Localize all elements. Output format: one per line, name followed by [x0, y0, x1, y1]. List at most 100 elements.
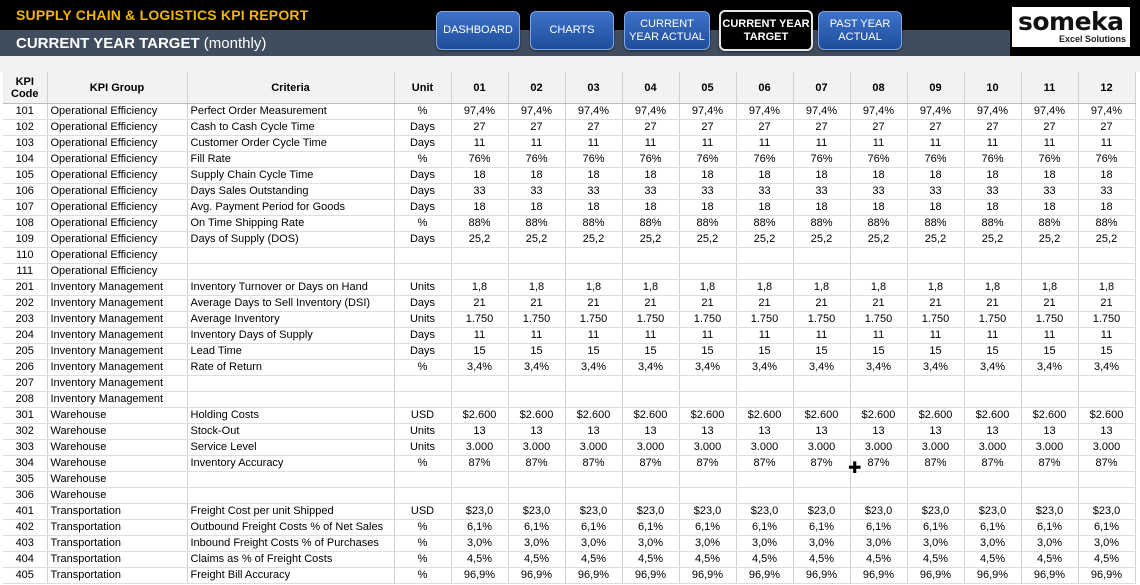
- kpi-group-cell[interactable]: Warehouse: [47, 407, 188, 424]
- month-value-cell[interactable]: [736, 247, 794, 264]
- month-value-cell[interactable]: 1.750: [451, 311, 509, 328]
- month-value-cell[interactable]: 13: [1078, 423, 1136, 440]
- month-value-cell[interactable]: $2.600: [1021, 407, 1079, 424]
- month-value-cell[interactable]: 18: [964, 199, 1022, 216]
- month-value-cell[interactable]: 1.750: [793, 311, 851, 328]
- kpi-group-cell[interactable]: Warehouse: [47, 471, 188, 488]
- month-value-cell[interactable]: [679, 471, 737, 488]
- month-value-cell[interactable]: 1.750: [679, 311, 737, 328]
- month-value-cell[interactable]: 3,4%: [964, 359, 1022, 376]
- month-value-cell[interactable]: [907, 487, 965, 504]
- month-value-cell[interactable]: 4,5%: [1078, 551, 1136, 568]
- month-value-cell[interactable]: 3.000: [679, 439, 737, 456]
- unit-cell[interactable]: Units: [394, 423, 452, 440]
- month-value-cell[interactable]: 88%: [1021, 215, 1079, 232]
- month-value-cell[interactable]: 88%: [850, 215, 908, 232]
- month-value-cell[interactable]: $2.600: [508, 407, 566, 424]
- criteria-cell[interactable]: Customer Order Cycle Time: [187, 135, 395, 152]
- month-value-cell[interactable]: [565, 263, 623, 280]
- month-value-cell[interactable]: [1021, 247, 1079, 264]
- month-value-cell[interactable]: 27: [793, 119, 851, 136]
- month-value-cell[interactable]: 76%: [622, 151, 680, 168]
- kpi-group-cell[interactable]: Operational Efficiency: [47, 215, 188, 232]
- month-value-cell[interactable]: [679, 487, 737, 504]
- kpi-code-cell[interactable]: 402: [3, 519, 48, 536]
- month-value-cell[interactable]: 11: [907, 135, 965, 152]
- month-value-cell[interactable]: 3.000: [793, 439, 851, 456]
- month-value-cell[interactable]: 3,4%: [736, 359, 794, 376]
- month-value-cell[interactable]: 3,0%: [1078, 535, 1136, 552]
- past-year-actual-button[interactable]: PAST YEAR ACTUAL: [818, 11, 902, 50]
- criteria-cell[interactable]: [187, 263, 395, 280]
- month-value-cell[interactable]: 18: [1021, 199, 1079, 216]
- kpi-code-cell[interactable]: 206: [3, 359, 48, 376]
- month-value-cell[interactable]: $23,0: [736, 503, 794, 520]
- kpi-group-cell[interactable]: Transportation: [47, 567, 188, 584]
- criteria-cell[interactable]: Inventory Accuracy: [187, 455, 395, 472]
- month-value-cell[interactable]: 88%: [679, 215, 737, 232]
- month-value-cell[interactable]: $23,0: [793, 503, 851, 520]
- month-value-cell[interactable]: 3,0%: [622, 535, 680, 552]
- month-value-cell[interactable]: 1.750: [907, 311, 965, 328]
- month-value-cell[interactable]: 3,4%: [679, 359, 737, 376]
- month-value-cell[interactable]: 11: [622, 135, 680, 152]
- month-value-cell[interactable]: 3,4%: [508, 359, 566, 376]
- month-value-cell[interactable]: 25,2: [679, 231, 737, 248]
- month-value-cell[interactable]: $23,0: [679, 503, 737, 520]
- month-value-cell[interactable]: 76%: [964, 151, 1022, 168]
- month-value-cell[interactable]: 13: [736, 423, 794, 440]
- criteria-cell[interactable]: Inventory Days of Supply: [187, 327, 395, 344]
- criteria-cell[interactable]: Avg. Payment Period for Goods: [187, 199, 395, 216]
- month-value-cell[interactable]: 25,2: [793, 231, 851, 248]
- month-value-cell[interactable]: 6,1%: [451, 519, 509, 536]
- month-value-cell[interactable]: [1078, 247, 1136, 264]
- month-value-cell[interactable]: [679, 263, 737, 280]
- kpi-group-cell[interactable]: Transportation: [47, 503, 188, 520]
- month-value-cell[interactable]: 76%: [1078, 151, 1136, 168]
- month-value-cell[interactable]: 88%: [451, 215, 509, 232]
- month-value-cell[interactable]: 6,1%: [565, 519, 623, 536]
- unit-cell[interactable]: %: [394, 535, 452, 552]
- month-value-cell[interactable]: 76%: [451, 151, 509, 168]
- month-value-cell[interactable]: 25,2: [736, 231, 794, 248]
- unit-cell[interactable]: USD: [394, 503, 452, 520]
- month-value-cell[interactable]: 21: [793, 295, 851, 312]
- month-value-cell[interactable]: [1021, 375, 1079, 392]
- month-value-cell[interactable]: 96,9%: [907, 567, 965, 584]
- month-value-cell[interactable]: 18: [622, 199, 680, 216]
- month-value-cell[interactable]: 11: [1078, 327, 1136, 344]
- month-value-cell[interactable]: 33: [793, 183, 851, 200]
- month-value-cell[interactable]: 13: [964, 423, 1022, 440]
- month-value-cell[interactable]: 96,9%: [508, 567, 566, 584]
- month-value-cell[interactable]: 11: [793, 135, 851, 152]
- month-value-cell[interactable]: [508, 247, 566, 264]
- month-value-cell[interactable]: [565, 471, 623, 488]
- month-value-cell[interactable]: 3,4%: [451, 359, 509, 376]
- month-value-cell[interactable]: $2.600: [451, 407, 509, 424]
- month-value-cell[interactable]: 13: [793, 423, 851, 440]
- month-value-cell[interactable]: 18: [793, 199, 851, 216]
- month-value-cell[interactable]: 11: [793, 327, 851, 344]
- criteria-cell[interactable]: [187, 391, 395, 408]
- month-value-cell[interactable]: 4,5%: [793, 551, 851, 568]
- month-value-cell[interactable]: 3,4%: [793, 359, 851, 376]
- month-value-cell[interactable]: $23,0: [451, 503, 509, 520]
- kpi-group-cell[interactable]: Operational Efficiency: [47, 199, 188, 216]
- month-value-cell[interactable]: 18: [793, 167, 851, 184]
- month-value-cell[interactable]: [565, 487, 623, 504]
- month-value-cell[interactable]: 11: [736, 327, 794, 344]
- kpi-code-cell[interactable]: 108: [3, 215, 48, 232]
- unit-cell[interactable]: Days: [394, 167, 452, 184]
- month-value-cell[interactable]: 76%: [508, 151, 566, 168]
- month-value-cell[interactable]: 1,8: [736, 279, 794, 296]
- month-value-cell[interactable]: 33: [565, 183, 623, 200]
- month-value-cell[interactable]: [508, 471, 566, 488]
- month-value-cell[interactable]: 25,2: [565, 231, 623, 248]
- month-value-cell[interactable]: 33: [679, 183, 737, 200]
- kpi-code-cell[interactable]: 208: [3, 391, 48, 408]
- month-value-cell[interactable]: 4,5%: [850, 551, 908, 568]
- unit-cell[interactable]: %: [394, 151, 452, 168]
- month-value-cell[interactable]: $23,0: [1021, 503, 1079, 520]
- criteria-cell[interactable]: Supply Chain Cycle Time: [187, 167, 395, 184]
- month-value-cell[interactable]: [907, 263, 965, 280]
